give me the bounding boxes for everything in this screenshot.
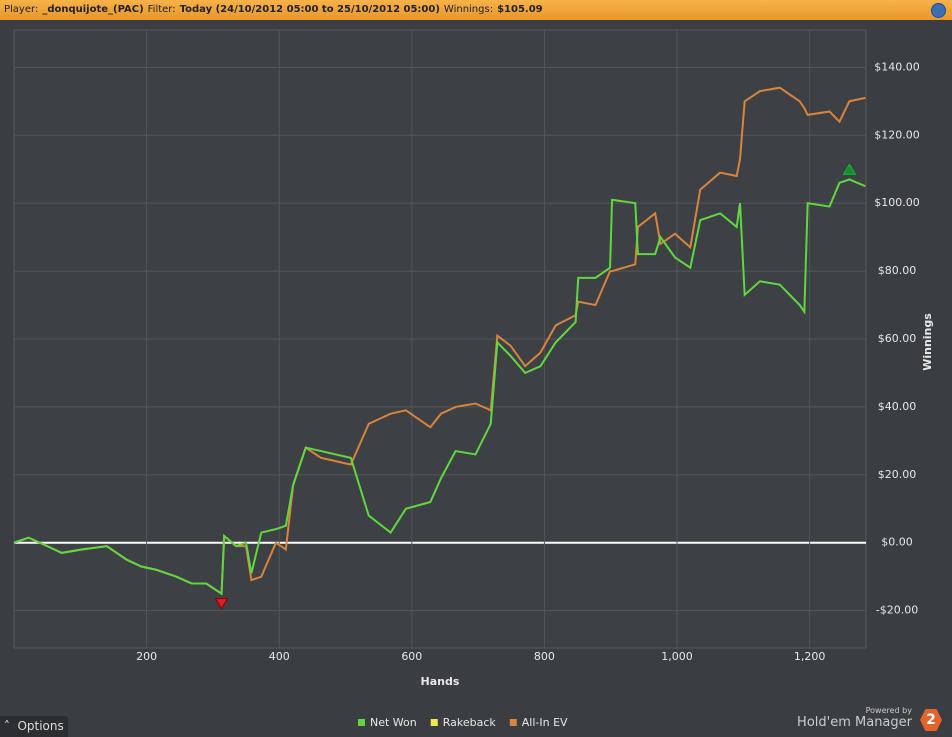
x-tick-label: 200	[136, 650, 157, 663]
help-button[interactable]	[931, 3, 946, 18]
y-tick-label: $80.00	[878, 264, 917, 277]
series-line	[13, 178, 866, 596]
y-axis-label: Winnings	[921, 313, 934, 371]
options-label: Options	[17, 719, 64, 733]
label: Player:	[4, 4, 39, 15]
x-tick-label: 1,000	[661, 650, 693, 663]
legend-label: Net Won	[370, 716, 417, 729]
y-tick-label: $20.00	[878, 468, 917, 481]
x-axis-label: Hands	[421, 675, 460, 688]
x-tick-label: 800	[534, 650, 555, 663]
y-tick-label: $60.00	[878, 332, 917, 345]
options-button[interactable]: ˄ Options	[0, 716, 68, 737]
x-tick-label: 600	[401, 650, 422, 663]
label: Winnings:	[443, 4, 494, 15]
player: _donquijote_(PAC)	[42, 4, 144, 15]
brand: Hold'em Manager	[797, 715, 912, 730]
badge: 2	[920, 709, 942, 731]
y-tick-label: -$20.00	[876, 604, 918, 617]
legend-swatch	[430, 719, 438, 726]
legend-swatch	[358, 719, 365, 726]
x-tick-label: 400	[269, 650, 290, 663]
legend-label: Rakeback	[443, 716, 497, 729]
filter: Today (24/10/2012 05:00 to 25/10/2012 05…	[179, 4, 440, 15]
filter-bar: Player: _donquijote_(PAC) Filter: Today (24…	[0, 0, 952, 20]
y-tick-label: $40.00	[878, 400, 917, 413]
y-tick-label: $0.00	[881, 536, 913, 549]
legend-swatch	[509, 719, 517, 726]
label: Filter:	[147, 4, 176, 15]
max-marker	[842, 163, 857, 175]
y-tick-label: $120.00	[874, 128, 920, 141]
min-marker	[214, 598, 229, 610]
powered-by: Powered by	[865, 706, 912, 715]
y-tick-label: $100.00	[874, 196, 920, 209]
x-tick-label: 1,200	[794, 650, 826, 663]
logo: Powered by Hold'em Manager 2	[797, 706, 942, 731]
legend-label: All-In EV	[522, 716, 568, 729]
winnings: $105.09	[497, 4, 543, 15]
y-tick-label: $140.00	[874, 60, 920, 73]
